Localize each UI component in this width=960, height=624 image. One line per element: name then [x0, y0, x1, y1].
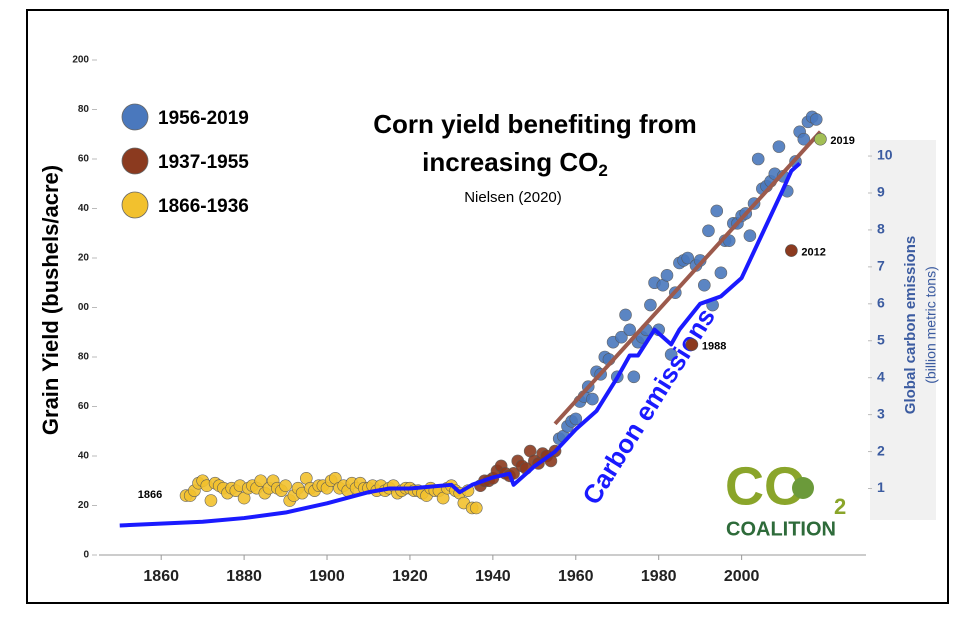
y2-tick-label: 6 — [877, 295, 885, 311]
x-tick-label: 1880 — [226, 568, 262, 585]
point — [204, 494, 218, 507]
y-tick-label: 40 — [78, 451, 90, 462]
y2-tick-label: 1 — [877, 479, 885, 495]
emissions-line — [119, 161, 801, 528]
y2-tick-label: 5 — [877, 331, 885, 347]
point — [751, 152, 765, 166]
y2-axis-label: Global carbon emissions — [902, 236, 919, 414]
title-subscript: 2 — [598, 161, 607, 180]
trend-line — [553, 130, 822, 426]
point — [254, 474, 267, 488]
y2-panel — [870, 140, 936, 520]
y-tick-label: 60 — [78, 401, 90, 412]
point — [619, 308, 632, 322]
frame — [26, 9, 949, 604]
point — [743, 229, 757, 243]
y-tick-label: 60 — [78, 154, 90, 165]
point — [586, 392, 599, 406]
legend-marker — [121, 103, 149, 131]
y2-tick-label: 2 — [877, 442, 885, 458]
x-tick-label: 1980 — [641, 568, 677, 585]
legend-label: 1937-1955 — [158, 152, 249, 173]
legend-marker — [121, 191, 149, 219]
y-tick-label: 40 — [78, 203, 90, 214]
title: increasing CO2 — [422, 147, 608, 181]
y-tick-label: 80 — [78, 104, 90, 115]
point — [664, 348, 678, 361]
highlight-label: 1988 — [702, 341, 726, 353]
point — [710, 204, 724, 218]
y-tick-label: 20 — [78, 500, 90, 511]
y2-tick-label: 3 — [877, 405, 885, 421]
point — [627, 370, 641, 384]
highlight-point — [814, 132, 827, 146]
y2-tick-label: 9 — [877, 184, 885, 200]
logo-name: COALITION — [726, 518, 836, 540]
logo-subscript: 2 — [834, 494, 846, 519]
x-tick-label: 1900 — [309, 568, 345, 585]
y-tick-label: 0 — [83, 550, 89, 561]
legend-label: 1866-1936 — [158, 196, 249, 217]
highlight-label: 2012 — [801, 246, 825, 258]
y2-tick-label: 10 — [877, 147, 893, 163]
point — [797, 132, 811, 146]
point — [772, 140, 786, 153]
point — [615, 330, 628, 344]
point — [623, 323, 636, 337]
point — [714, 266, 728, 280]
annotation: 1866 — [138, 489, 162, 501]
legend-label: 1956-2019 — [158, 108, 249, 129]
highlight-label: 2019 — [830, 135, 854, 147]
y-tick-label: 00 — [78, 302, 90, 313]
y2-axis-sublabel: (billion metric tons) — [923, 266, 939, 383]
x-tick-label: 1960 — [558, 568, 594, 585]
highlight-point — [685, 338, 699, 351]
logo-tree — [792, 477, 814, 499]
y2-tick-label: 7 — [877, 258, 885, 274]
y-axis-label: Grain Yield (bushels/acre) — [38, 165, 63, 435]
y2-tick-label: 8 — [877, 221, 885, 237]
subtitle: Nielsen (2020) — [464, 189, 562, 206]
logo: CO 2 COALITION — [725, 456, 846, 540]
y2-tick-label: 4 — [877, 368, 885, 384]
highlight-point — [785, 244, 798, 257]
point — [644, 298, 657, 312]
legend-marker — [121, 147, 149, 175]
point — [569, 412, 583, 426]
point — [698, 278, 711, 292]
point — [809, 113, 823, 126]
x-tick-label: 1940 — [475, 568, 511, 585]
point — [681, 251, 695, 265]
title: Corn yield benefiting from — [373, 109, 697, 139]
x-tick-label: 2000 — [724, 568, 760, 585]
point — [279, 479, 292, 493]
point — [702, 224, 715, 238]
y-tick-label: 80 — [78, 352, 90, 363]
y-tick-label: 200 — [72, 55, 89, 66]
point — [660, 269, 674, 282]
x-tick-label: 1920 — [392, 568, 428, 585]
y-tick-label: 20 — [78, 253, 90, 264]
x-tick-label: 1860 — [143, 568, 179, 585]
title-line: increasing CO — [422, 147, 598, 177]
point — [469, 501, 483, 515]
